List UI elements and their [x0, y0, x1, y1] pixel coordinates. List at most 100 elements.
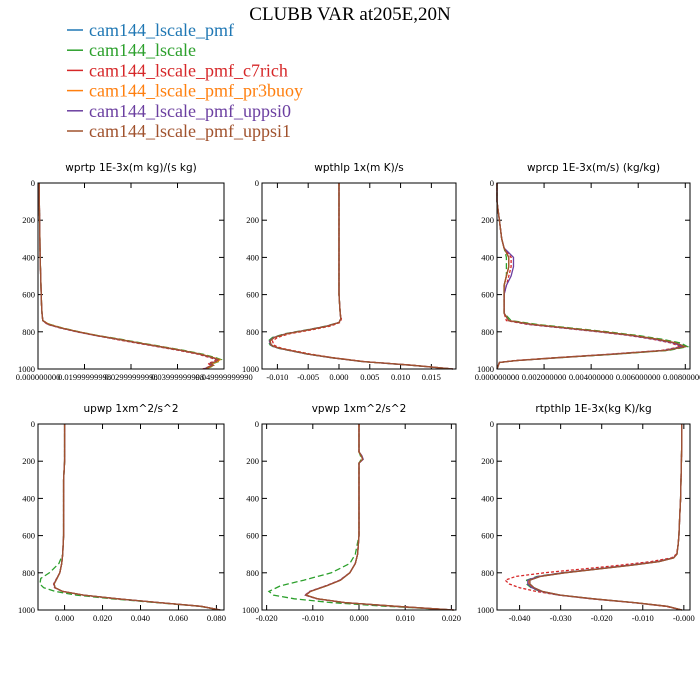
y-tick-label: 1000 — [242, 605, 259, 615]
x-tick-label: -0.010 — [302, 613, 324, 623]
x-tick-label: -0.005 — [297, 372, 319, 382]
panel: vpwp 1xm^2/s^2 0 200 400 600 800 1000-0.020 -0.… — [242, 403, 461, 623]
x-tick-label: 0.015 — [422, 372, 441, 382]
panel: wpthlp 1x(m K)/s 0 200 400 600 800 1000 -0.010-… — [242, 162, 457, 382]
panel-title: wpthlp 1x(m K)/s — [314, 162, 404, 174]
x-tick-label: 0.02999999998 — [104, 372, 157, 382]
legend-label: cam144_lscale_pmf — [89, 20, 234, 40]
y-tick-label: 1000 — [477, 605, 494, 615]
y-tick-label: 600 — [22, 531, 35, 541]
series-line — [53, 424, 221, 611]
series-line — [303, 424, 454, 611]
x-tick-label: 0.000 — [349, 613, 368, 623]
panel: wprtp 1E-3x(m kg)/(s kg) 0 200 400 600 800 100… — [16, 162, 253, 382]
series-line — [304, 424, 454, 611]
series-line — [496, 183, 688, 370]
legend-label: cam144_lscale_pmf_c7rich — [89, 60, 288, 80]
panel: wprcp 1E-3x(m/s) (kg/kg) 0 200 400 600 800 100… — [475, 162, 700, 382]
x-tick-label: -0.020 — [256, 613, 278, 623]
series-line — [39, 424, 221, 611]
y-tick-label: 0 — [490, 178, 494, 188]
y-tick-label: 800 — [22, 327, 35, 337]
series-line — [267, 424, 454, 611]
series-line — [529, 424, 683, 611]
y-tick-label: 200 — [22, 215, 35, 225]
x-tick-label: 0.000000000 — [16, 372, 61, 382]
y-tick-label: 800 — [22, 568, 35, 578]
x-tick-label: 0.010 — [391, 372, 410, 382]
y-tick-label: 400 — [246, 252, 259, 262]
legend-label: cam144_lscale_pmf_uppsi1 — [89, 121, 291, 141]
series-line — [269, 183, 453, 370]
panel-title: rtpthlp 1E-3x(kg K)/kg — [535, 403, 651, 415]
y-tick-label: 400 — [481, 252, 494, 262]
x-tick-label: 0.000000000 — [475, 372, 520, 382]
series-line — [304, 424, 454, 611]
series-line — [525, 424, 683, 611]
series-line — [496, 183, 688, 370]
y-tick-label: 1000 — [477, 364, 494, 374]
y-tick-label: 400 — [22, 493, 35, 503]
series-line — [53, 424, 221, 611]
x-tick-label: -0.010 — [266, 372, 288, 382]
series-line — [529, 424, 683, 611]
series-line — [52, 424, 221, 611]
x-tick-label: 0.004000000 — [569, 372, 614, 382]
y-tick-label: 0 — [255, 419, 259, 429]
series-line — [496, 183, 685, 370]
y-tick-label: 600 — [481, 531, 494, 541]
series-line — [267, 183, 453, 370]
y-tick-label: 800 — [481, 327, 494, 337]
x-tick-label: -0.040 — [509, 613, 531, 623]
series-line — [527, 424, 683, 611]
panel: rtpthlp 1E-3x(kg K)/kg 0 200 400 600 800 1000 -… — [477, 403, 695, 623]
y-tick-label: 600 — [481, 290, 494, 300]
plot-frame — [37, 423, 225, 611]
y-tick-label: 200 — [246, 456, 259, 466]
x-tick-label: -0.010 — [632, 613, 654, 623]
y-tick-label: 800 — [246, 568, 259, 578]
y-tick-label: 1000 — [18, 605, 35, 615]
y-tick-label: 800 — [481, 568, 494, 578]
legend-label: cam144_lscale — [89, 40, 196, 60]
x-tick-label: -0.020 — [591, 613, 613, 623]
x-tick-label: 0.000 — [55, 613, 74, 623]
y-tick-label: 400 — [246, 493, 259, 503]
series-line — [304, 424, 454, 611]
y-tick-label: 200 — [22, 456, 35, 466]
x-tick-label: 0.080 — [207, 613, 226, 623]
x-tick-label: 0.020 — [93, 613, 112, 623]
panels: wprtp 1E-3x(m kg)/(s kg) 0 200 400 600 800 100… — [16, 162, 700, 623]
x-tick-label: 0.000 — [329, 372, 348, 382]
series-line — [496, 183, 686, 370]
y-tick-label: 0 — [31, 178, 35, 188]
y-tick-label: 600 — [246, 531, 259, 541]
y-tick-label: 800 — [246, 327, 259, 337]
y-tick-label: 1000 — [242, 364, 259, 374]
series-line — [271, 183, 453, 370]
x-tick-label: 0.005 — [360, 372, 379, 382]
x-tick-label: 0.020 — [442, 613, 461, 623]
x-tick-label: 0.006000000 — [616, 372, 661, 382]
y-tick-label: 600 — [246, 290, 259, 300]
x-tick-label: -0.000 — [673, 613, 695, 623]
legend-label: cam144_lscale_pmf_pr3buoy — [89, 81, 303, 101]
y-tick-label: 0 — [31, 419, 35, 429]
x-tick-label: 0.040 — [131, 613, 150, 623]
y-tick-label: 0 — [255, 178, 259, 188]
plot-frame — [496, 182, 691, 370]
figure-title: CLUBB VAR at205E,20N — [249, 4, 451, 25]
series-line — [53, 424, 221, 611]
series-line — [527, 424, 683, 611]
y-tick-label: 0 — [490, 419, 494, 429]
panel-title: wprcp 1E-3x(m/s) (kg/kg) — [527, 162, 660, 174]
x-tick-label: 0.060 — [169, 613, 188, 623]
x-tick-label: 0.03999999998 — [151, 372, 204, 382]
y-tick-label: 1000 — [18, 364, 35, 374]
panel-title: upwp 1xm^2/s^2 — [84, 403, 179, 415]
series-line — [269, 183, 453, 370]
x-tick-label: 0.002000000 — [522, 372, 567, 382]
plot-frame — [496, 423, 691, 611]
series-line — [53, 424, 221, 611]
